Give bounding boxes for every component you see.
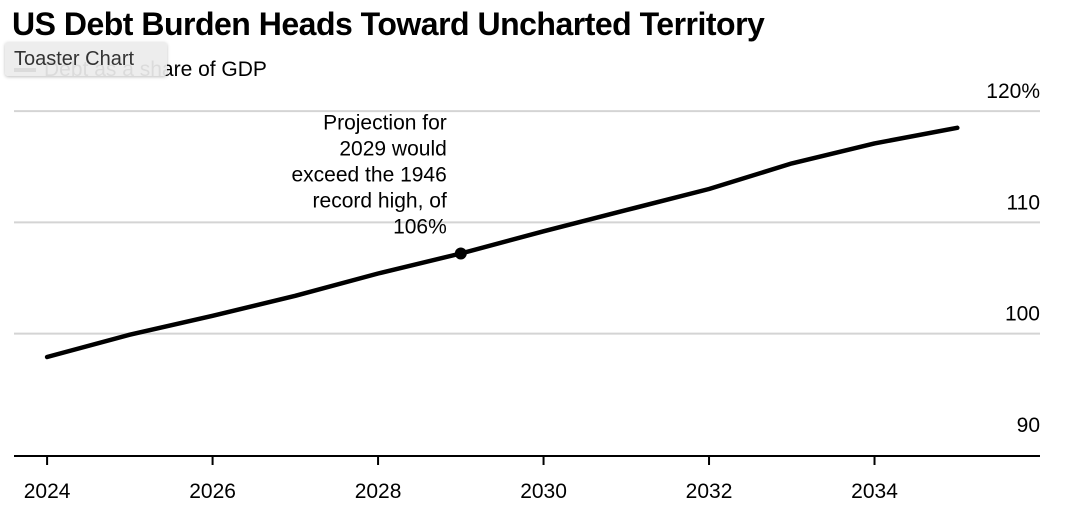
y-tick-label-110: 110	[1007, 191, 1040, 214]
x-tick-label-2028: 2028	[355, 480, 402, 503]
series-line-0	[44, 125, 960, 360]
annotation: Projection for 2029 would exceed the 1946 r…	[292, 112, 467, 260]
series	[44, 125, 960, 360]
annotation-text-line-4: 106%	[393, 216, 447, 239]
x-axis: 2024 2026 2028 2030 2032 2034	[14, 455, 1040, 503]
x-tick-label-2030: 2030	[520, 480, 567, 503]
annotation-text-line-0: Projection for	[323, 112, 447, 135]
y-tick-label-90: 90	[1017, 414, 1040, 437]
annotation-text-line-2: exceed the 1946	[292, 164, 447, 187]
annotation-point	[454, 247, 467, 260]
annotation-text-line-1: 2029 would	[339, 138, 446, 161]
chart-title: US Debt Burden Heads Toward Uncharted Te…	[12, 6, 765, 42]
gridlines	[14, 110, 1040, 335]
x-tick-label-2032: 2032	[686, 480, 733, 503]
toaster-chart-tooltip: Toaster Chart	[5, 42, 167, 76]
y-tick-label-120: 120%	[986, 80, 1040, 103]
y-axis-ticks: 90 100 110 120%	[986, 80, 1040, 437]
y-tick-label-100: 100	[1005, 303, 1040, 326]
x-tick-label-2026: 2026	[189, 480, 236, 503]
annotation-text-line-3: record high, of	[313, 190, 447, 213]
x-tick-label-2034: 2034	[851, 480, 898, 503]
x-tick-label-2024: 2024	[24, 480, 71, 503]
